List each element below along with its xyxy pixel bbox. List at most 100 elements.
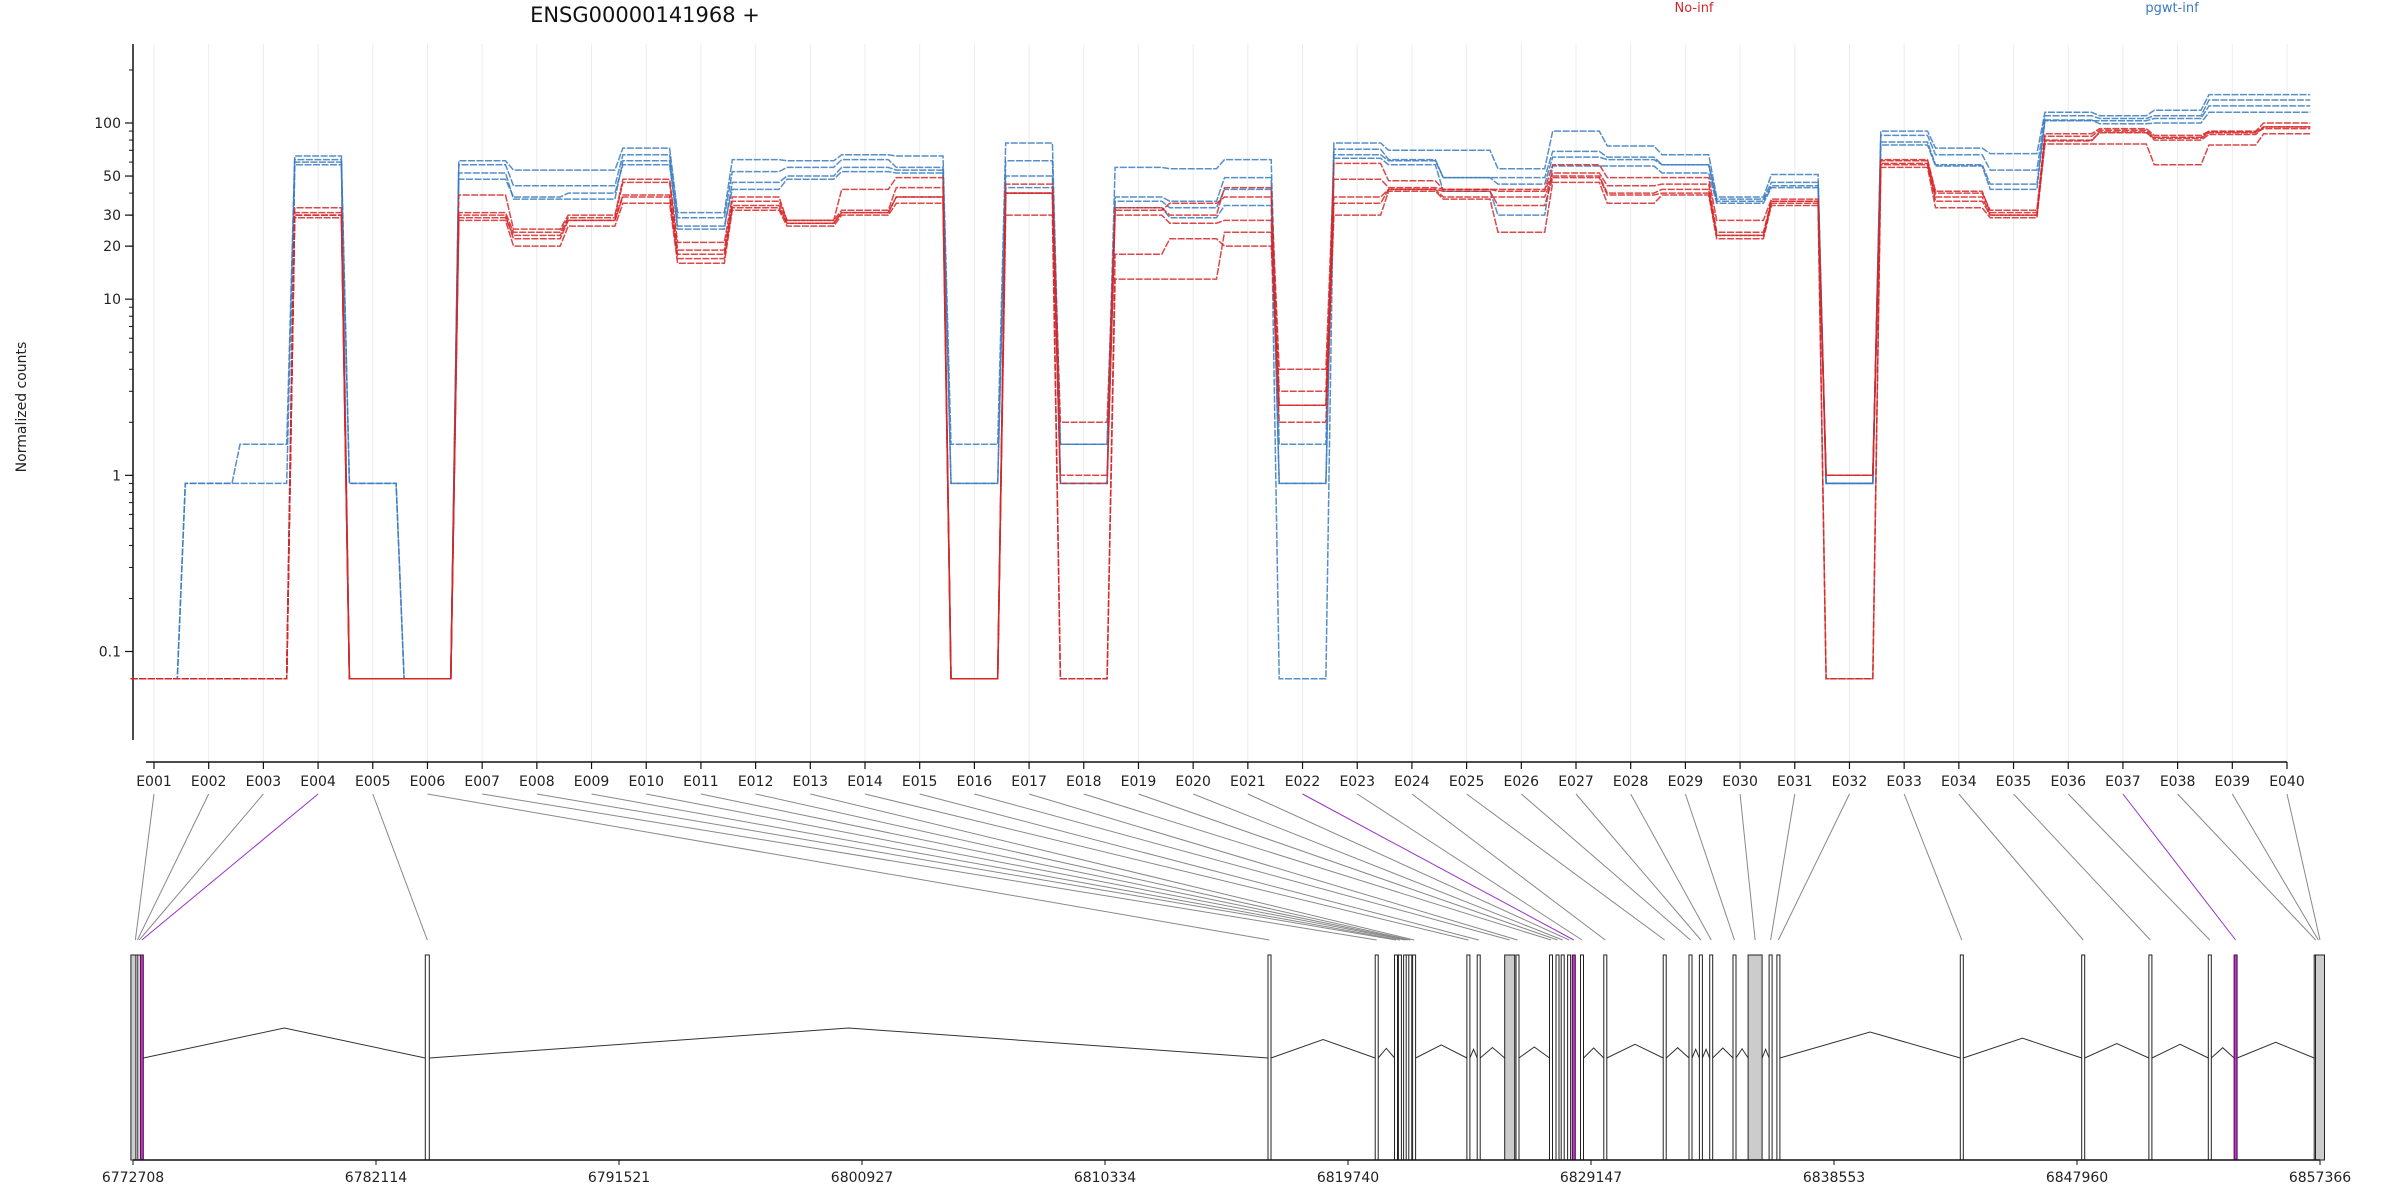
series-line-No-inf xyxy=(130,127,2311,680)
exon-box xyxy=(1515,954,1520,1161)
x-tick-label: E040 xyxy=(2269,774,2305,790)
exon-box xyxy=(424,954,430,1161)
exon-connector xyxy=(1302,793,1575,941)
exon-connector xyxy=(2286,793,2321,941)
x-tick-label: E021 xyxy=(1230,774,1266,790)
exon-connector xyxy=(2231,793,2319,941)
x-tick-label: E039 xyxy=(2215,774,2251,790)
x-tick-label: E024 xyxy=(1394,774,1430,790)
genome-tick-label: 6819740 xyxy=(1317,1170,1379,1186)
exon-box xyxy=(2148,954,2153,1161)
exon-box xyxy=(1549,954,1553,1161)
x-tick-label: E026 xyxy=(1504,774,1540,790)
exon-connector-lines xyxy=(134,793,2321,941)
exon-connector xyxy=(141,793,319,941)
exon-connector xyxy=(1138,793,1558,941)
intron-line xyxy=(1583,1047,1605,1059)
exon-box xyxy=(2315,954,2325,1161)
intron-line xyxy=(143,1027,426,1059)
x-tick-label: E015 xyxy=(902,774,938,790)
exon-connector xyxy=(134,793,155,941)
exon-box xyxy=(1959,954,1964,1161)
x-tick-label: E030 xyxy=(1722,774,1758,790)
genome-tick-label: 6772708 xyxy=(102,1170,164,1186)
exon-tick-labels: E001 E002 E003 E004 E005 E006 E007 E008 E009 E010… xyxy=(136,762,2305,790)
exon-connector xyxy=(864,793,1469,941)
exon-box xyxy=(1476,954,1481,1161)
exon-connector xyxy=(536,793,1397,941)
exon-box xyxy=(1267,954,1272,1161)
x-tick-label: E002 xyxy=(191,774,227,790)
series-line-pgwt-inf xyxy=(130,99,2311,680)
genome-axis: 6772708 6782114 6791521 6800927 6810334 68197… xyxy=(102,1159,2351,1186)
grid-lines xyxy=(153,44,2288,762)
y-axis-label: Normalized counts xyxy=(14,342,30,473)
exon-box xyxy=(2207,954,2212,1161)
exon-connector xyxy=(1520,793,1691,941)
x-tick-label: E004 xyxy=(300,774,336,790)
exon-connector xyxy=(2177,793,2317,941)
intron-line xyxy=(1963,1037,2082,1059)
exon-box xyxy=(1397,954,1402,1161)
x-tick-label: E022 xyxy=(1285,774,1321,790)
exon-connector xyxy=(591,793,1401,941)
exon-connector xyxy=(1770,793,1796,941)
exon-box xyxy=(139,954,144,1161)
series-line-pgwt-inf xyxy=(130,93,2311,680)
legend-label-no-inf: No-inf xyxy=(1674,1,1713,16)
x-tick-label: E033 xyxy=(1886,774,1922,790)
intron-line xyxy=(2084,1043,2150,1059)
exon-connector xyxy=(1192,793,1563,941)
x-tick-label: E036 xyxy=(2050,774,2086,790)
exon-connector xyxy=(1411,793,1606,941)
gene-model xyxy=(130,954,2325,1161)
intron-line xyxy=(1691,1047,1700,1059)
intron-line xyxy=(1665,1047,1690,1059)
intron-line xyxy=(1377,1047,1395,1059)
intron-line xyxy=(2210,1047,2235,1059)
exon-connector xyxy=(1247,793,1570,941)
legend-label-pgwt-inf: pgwt-inf xyxy=(2145,1,2199,16)
exon-connector xyxy=(1028,793,1518,941)
exon-connector xyxy=(1356,793,1583,941)
x-tick-label: E005 xyxy=(355,774,391,790)
y-tick-label: 1 xyxy=(112,468,121,484)
x-tick-label: E020 xyxy=(1175,774,1211,790)
exon-box xyxy=(1709,954,1714,1161)
series-line-No-inf xyxy=(130,132,2311,680)
genome-tick-label: 6800927 xyxy=(831,1170,893,1186)
exon-connector xyxy=(1684,793,1735,941)
y-tick-label: 20 xyxy=(103,239,121,255)
exon-box xyxy=(1768,954,1773,1161)
series-lines xyxy=(130,93,2311,680)
intron-line xyxy=(1701,1047,1711,1059)
x-tick-label: E034 xyxy=(1941,774,1977,790)
x-tick-label: E013 xyxy=(793,774,829,790)
exon-connector xyxy=(138,793,264,941)
exon-box xyxy=(1776,954,1781,1161)
x-tick-label: E006 xyxy=(410,774,446,790)
x-tick-label: E028 xyxy=(1613,774,1649,790)
exon-box xyxy=(2233,954,2238,1161)
exon-connector xyxy=(2013,793,2151,941)
intron-line xyxy=(2236,1041,2315,1059)
genome-tick-label: 6810334 xyxy=(1074,1170,1136,1186)
exon-connector xyxy=(755,793,1411,941)
exon-box xyxy=(1747,954,1763,1161)
exon-connector xyxy=(700,793,1408,941)
exon-connector xyxy=(1903,793,1963,941)
x-tick-label: E008 xyxy=(519,774,555,790)
y-tick-label: 100 xyxy=(94,116,121,132)
chart-title: ENSG00000141968 + xyxy=(530,3,760,27)
exon-box xyxy=(1603,954,1608,1161)
x-tick-label: E009 xyxy=(574,774,610,790)
x-tick-label: E007 xyxy=(464,774,500,790)
x-tick-label: E018 xyxy=(1066,774,1102,790)
intron-line xyxy=(2151,1043,2209,1059)
x-tick-label: E014 xyxy=(847,774,883,790)
exon-box xyxy=(1555,954,1560,1161)
series-line-pgwt-inf xyxy=(130,111,2311,680)
intron-line xyxy=(429,1027,1268,1059)
exon-connector xyxy=(1739,793,1756,941)
exon-connector xyxy=(1466,793,1666,941)
